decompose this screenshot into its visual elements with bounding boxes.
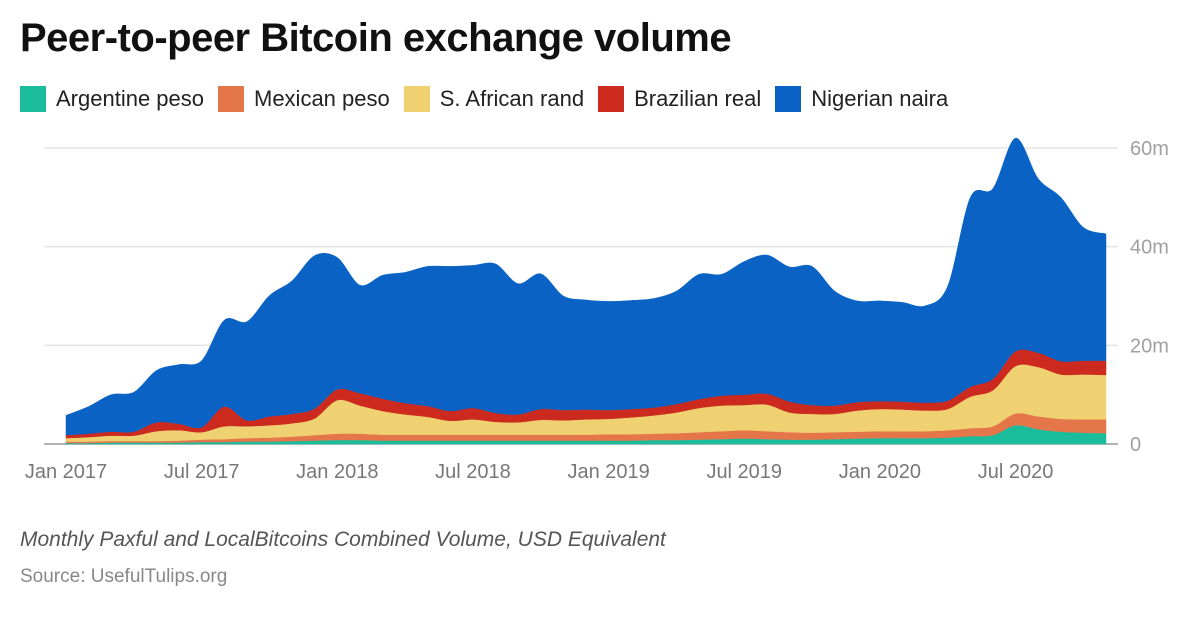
legend-item-argentine-peso: Argentine peso <box>20 86 204 112</box>
legend-swatch <box>20 86 46 112</box>
legend-label: S. African rand <box>439 86 585 111</box>
area-series-nigerian-naira <box>65 137 1107 436</box>
legend-swatch <box>403 86 430 112</box>
x-tick-label: Jan 2017 <box>25 461 107 483</box>
y-tick-label: 40m <box>1130 237 1169 259</box>
x-tick-label: Jul 2020 <box>978 461 1054 483</box>
legend-label: Argentine peso <box>56 86 204 111</box>
y-tick-label: 0 <box>1130 434 1141 456</box>
y-tick-label: 20m <box>1130 335 1169 357</box>
x-tick-label: Jan 2018 <box>296 461 378 483</box>
y-tick-label: 60m <box>1130 138 1169 160</box>
stacked-area-chart: 0 20m 40m 60m Jan 2017 Jul 2017 Jan 2018 Jul 2… <box>25 137 1169 483</box>
x-tick-label: Jul 2019 <box>706 461 782 483</box>
legend-label: Nigerian naira <box>811 86 949 111</box>
chart-subtitle: Monthly Paxful and LocalBitcoins Combine… <box>20 528 666 551</box>
x-tick-label: Jul 2018 <box>435 461 511 483</box>
area-series-group <box>65 137 1107 445</box>
legend-swatch <box>598 86 625 112</box>
legend-item-s-african-rand: S. African rand <box>403 86 585 112</box>
x-tick-label: Jan 2019 <box>567 461 649 483</box>
chart-title: Peer-to-peer Bitcoin exchange volume <box>20 16 732 60</box>
legend-item-nigerian-naira: Nigerian naira <box>775 86 948 112</box>
legend-label: Brazilian real <box>634 86 762 111</box>
y-axis-tick-labels: 0 20m 40m 60m <box>1130 138 1169 456</box>
legend-item-brazilian-real: Brazilian real <box>598 86 761 112</box>
chart-source: Source: UsefulTulips.org <box>20 566 228 587</box>
chart-legend: Argentine peso Mexican peso S. African ran… <box>20 86 962 112</box>
x-tick-label: Jul 2017 <box>164 461 240 483</box>
legend-item-mexican-peso: Mexican peso <box>218 86 390 112</box>
legend-swatch <box>218 86 244 112</box>
legend-swatch <box>775 86 802 112</box>
x-tick-label: Jan 2020 <box>839 461 921 483</box>
legend-label: Mexican peso <box>254 86 390 111</box>
x-axis-tick-labels: Jan 2017 Jul 2017 Jan 2018 Jul 2018 Jan 2019… <box>25 461 1054 483</box>
